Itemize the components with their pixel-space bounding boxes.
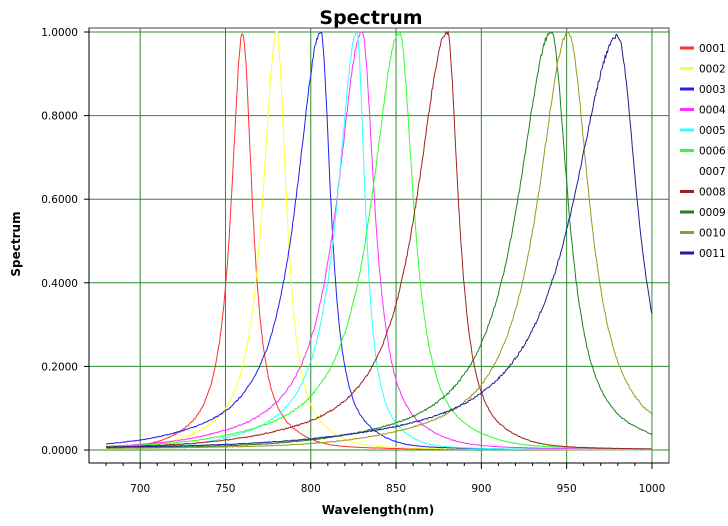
legend-item-0011: 0011 (680, 248, 726, 260)
y-axis-title: Spectrum (9, 211, 23, 276)
series-0010-line (105, 31, 653, 449)
legend-label: 0009 (699, 207, 726, 219)
legend-label: 0006 (699, 146, 726, 158)
legend-label: 0008 (699, 187, 726, 199)
x-tick-label: 700 (130, 483, 150, 495)
legend-label: 0003 (699, 84, 726, 96)
y-tick-label: 0.2000 (41, 361, 78, 373)
y-tick-label: 1.0000 (41, 27, 78, 39)
series-0011-line (106, 33, 653, 448)
legend-item-0010: 0010 (680, 228, 726, 240)
y-tick-label: 0.4000 (41, 278, 78, 290)
y-tick-label: 0.0000 (41, 445, 78, 457)
series-layer (105, 30, 653, 451)
grid-lines (89, 28, 669, 463)
legend-item-0002: 0002 (680, 64, 726, 76)
legend-label: 0004 (699, 105, 726, 117)
series-0008-line (105, 30, 652, 450)
x-axis-title: Wavelength(nm) (322, 503, 435, 517)
series-0004-line (105, 31, 652, 450)
legend-label: 0011 (699, 248, 726, 260)
legend-item-0009: 0009 (680, 207, 726, 219)
legend-item-0004: 0004 (680, 105, 726, 117)
x-tick-label: 750 (215, 483, 235, 495)
x-tick-label: 900 (471, 483, 491, 495)
y-tick-label: 0.6000 (41, 194, 78, 206)
legend-item-0005: 0005 (680, 125, 726, 137)
x-tick-label: 850 (386, 483, 406, 495)
plot-area (88, 27, 670, 464)
legend-item-0008: 0008 (680, 187, 726, 199)
legend: 0001 0002 0003 0004 0005 0006 0007 0008 0009 0010… (680, 43, 726, 260)
legend-label: 0001 (699, 43, 726, 55)
legend-item-0001: 0001 (680, 43, 726, 55)
legend-item-0003: 0003 (680, 84, 726, 96)
axes: 700 750 800 850 900 950 1000 0.0000 0.2000 0.4000… (41, 27, 669, 495)
legend-label: 0002 (699, 64, 726, 76)
y-tick-label: 0.8000 (41, 111, 78, 123)
legend-item-0007: 0007 (699, 166, 726, 178)
series-0006-line (106, 31, 653, 450)
x-tick-label: 800 (301, 483, 321, 495)
legend-label: 0010 (699, 228, 726, 240)
legend-item-0006: 0006 (680, 146, 726, 158)
x-tick-label: 1000 (639, 483, 666, 495)
series-0009-line (106, 31, 653, 449)
x-tick-label: 950 (557, 483, 577, 495)
chart-title: Spectrum (319, 7, 422, 29)
legend-label: 0007 (699, 166, 726, 178)
legend-label: 0005 (699, 125, 726, 137)
plot-background (89, 28, 669, 463)
